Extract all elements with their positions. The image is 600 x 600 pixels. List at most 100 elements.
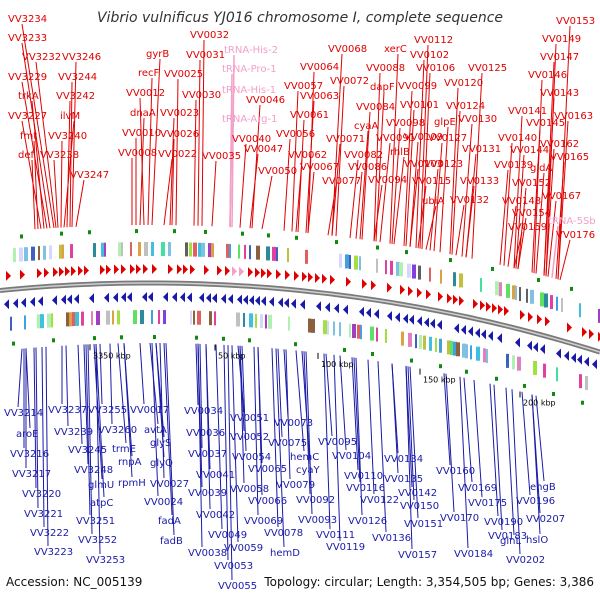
leader-line <box>391 127 401 244</box>
forward-category-bar <box>526 288 528 303</box>
reverse-category-bar <box>255 313 257 328</box>
leader-line <box>333 354 341 542</box>
leader-line <box>163 343 173 516</box>
reverse-gene-arrow <box>249 295 254 306</box>
forward-marker <box>241 231 244 236</box>
reverse-gene-arrow <box>359 306 364 317</box>
gene-label: glnL <box>500 536 521 547</box>
forward-gene-arrow <box>168 264 173 275</box>
leader-line <box>535 172 545 274</box>
leader-line <box>405 109 415 247</box>
gene-label: VV0190 <box>484 517 523 528</box>
gene-label: rpmH <box>118 478 146 489</box>
forward-gene-arrow <box>152 264 157 275</box>
reverse-gene-arrow <box>515 337 520 348</box>
gene-label: VV0139 <box>494 160 533 171</box>
leader-line <box>41 347 45 528</box>
gene-label: VV0111 <box>316 530 355 541</box>
reverse-category-bar <box>190 310 192 325</box>
forward-category-bar <box>208 243 212 258</box>
reverse-category-bar <box>96 310 100 325</box>
forward-gene-arrow <box>204 264 209 275</box>
gene-label: VV0035 <box>202 151 241 162</box>
reverse-category-bar <box>376 327 378 342</box>
forward-category-bar <box>151 242 154 257</box>
leader-line <box>205 344 211 510</box>
forward-category-bar <box>70 244 73 259</box>
forward-category-bar <box>556 296 558 311</box>
reverse-marker <box>120 335 123 340</box>
leader-line <box>123 343 133 478</box>
forward-gene-arrow <box>177 264 182 275</box>
forward-category-bar <box>168 242 171 257</box>
leader-line <box>165 343 175 536</box>
leader-line <box>199 343 203 449</box>
leader-line <box>449 87 459 255</box>
reverse-category-bar <box>140 310 144 325</box>
forward-marker <box>335 240 338 245</box>
leader-line <box>391 363 399 474</box>
forward-gene-arrow <box>308 272 313 283</box>
leader-line <box>195 343 199 406</box>
gene-label: VV0061 <box>290 110 329 121</box>
leader-line <box>197 343 203 548</box>
gene-label: VV0034 <box>184 406 223 417</box>
reverse-category-bar <box>214 311 216 326</box>
reverse-marker <box>371 351 374 356</box>
chromosome-backbone <box>0 280 600 355</box>
gene-label: VV0027 <box>150 479 189 490</box>
leader-line <box>305 351 313 515</box>
forward-category-bar <box>519 287 521 302</box>
leader-line <box>499 169 509 265</box>
gene-label: VV0153 <box>556 16 595 27</box>
reverse-category-bar <box>91 311 93 326</box>
reverse-gene-arrow <box>291 298 296 309</box>
reverse-marker <box>222 336 225 341</box>
forward-category-bar <box>93 243 96 258</box>
reverse-gene-labels: VV3214 VV3237 VV3255 VV0017 VV0034 VV0051 aroE… <box>4 405 565 592</box>
gene-label: VV0031 <box>186 50 225 61</box>
reverse-gene-arrow <box>437 319 442 330</box>
reverse-category-bar <box>288 316 290 331</box>
gene-label: VV3234 <box>8 14 47 25</box>
reverse-category-bar <box>512 355 515 370</box>
tick-label: 150 kbp <box>423 376 456 385</box>
forward-gene-arrow <box>267 268 272 279</box>
leader-line <box>489 383 499 517</box>
reverse-gene-arrow <box>387 311 392 322</box>
reverse-category-bar <box>447 340 451 355</box>
leader-line <box>85 344 91 516</box>
forward-category-bar <box>101 242 104 257</box>
reverse-category-bar <box>209 311 212 326</box>
forward-category-bar <box>359 256 361 271</box>
leader-line <box>393 156 405 245</box>
gene-label: VV0165 <box>550 152 589 163</box>
reverse-gene-arrow <box>243 294 248 305</box>
reverse-gene-arrow <box>564 350 569 361</box>
forward-category-bar <box>193 242 197 257</box>
reverse-category-bar <box>323 320 327 335</box>
reverse-gene-arrow <box>127 292 132 303</box>
forward-gene-arrow <box>498 304 503 315</box>
forward-gene-arrow <box>239 266 244 277</box>
gene-label: VV0059 <box>224 543 263 554</box>
reverse-category-bar <box>40 314 44 329</box>
forward-gene-arrow <box>480 300 485 311</box>
gene-label: VV0119 <box>326 542 365 553</box>
forward-category-bar <box>272 246 276 261</box>
forward-marker <box>491 266 494 271</box>
leader-line <box>373 184 383 242</box>
reverse-category-bar <box>385 328 387 343</box>
rna-leader-line <box>229 123 233 228</box>
gene-label: glyS <box>150 438 171 449</box>
leader-line <box>275 348 285 548</box>
forward-gene-arrow <box>285 270 290 281</box>
forward-category-bar <box>266 246 270 261</box>
gene-label: VV3253 <box>86 555 125 566</box>
gene-label: VV0041 <box>196 470 235 481</box>
gene-label: VV0091 <box>376 133 415 144</box>
reverse-gene-arrow <box>533 342 538 353</box>
rna-gene-label: tRNA-His-2 <box>224 45 278 56</box>
gene-label: VV0032 <box>190 30 229 41</box>
leader-line <box>409 366 419 519</box>
